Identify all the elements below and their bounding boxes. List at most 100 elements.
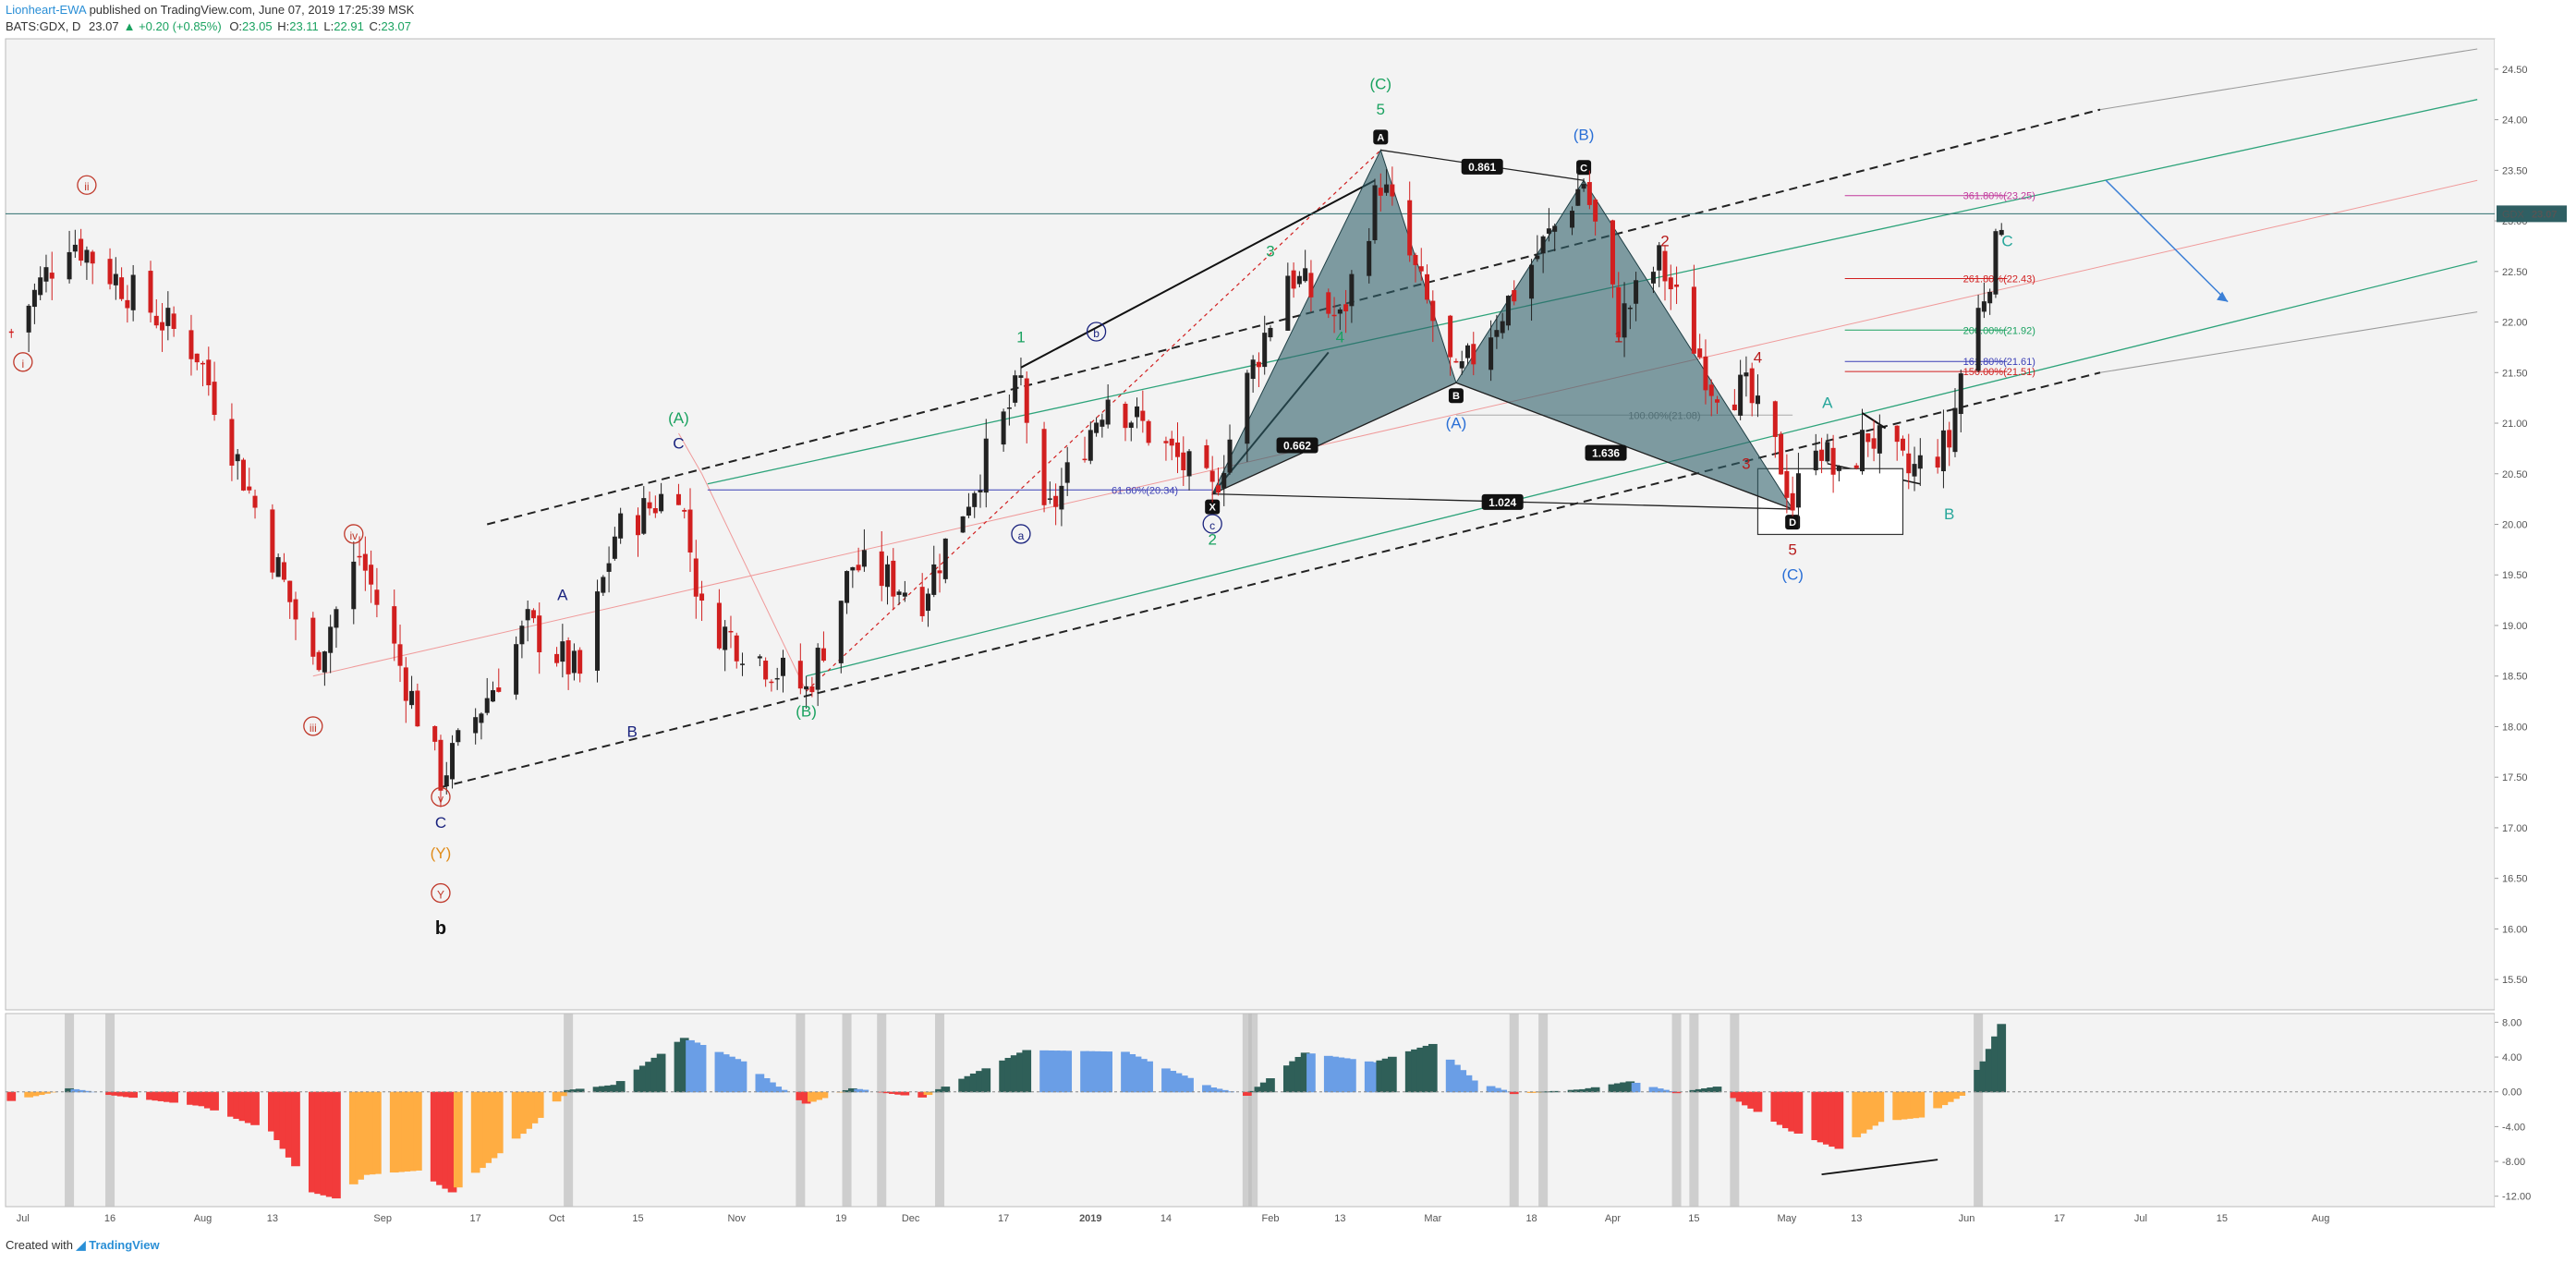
candle-body[interactable] [525,609,530,621]
candle-body[interactable] [374,589,380,605]
candle-body[interactable] [885,564,891,588]
candle-body[interactable] [1418,266,1424,272]
candle-body[interactable] [1586,182,1592,205]
candle-body[interactable] [652,508,658,514]
candle-body[interactable] [809,686,815,693]
candle-body[interactable] [856,565,861,571]
candle-body[interactable] [43,267,49,282]
candle-body[interactable] [1790,492,1795,511]
candle-body[interactable] [723,626,728,650]
candle-body[interactable] [1262,333,1268,368]
candle-body[interactable] [415,690,420,727]
candle-body[interactable] [490,690,495,702]
candle-body[interactable] [972,492,978,507]
candle-body[interactable] [334,609,339,628]
candle-body[interactable] [125,299,130,309]
candle-body[interactable] [8,331,14,334]
candle-body[interactable] [1708,384,1714,396]
candle-body[interactable] [1459,360,1464,369]
candle-body[interactable] [728,630,734,633]
candle-body[interactable] [1865,433,1871,443]
candle-body[interactable] [1871,438,1877,449]
candle-body[interactable] [820,648,826,662]
candle-body[interactable] [1064,462,1070,483]
candle-body[interactable] [1813,450,1818,471]
candle-body[interactable] [456,730,461,743]
candle-body[interactable] [1123,403,1128,429]
candle-body[interactable] [1372,185,1378,241]
candle-body[interactable] [1221,473,1227,489]
candle-body[interactable] [1546,228,1551,234]
candle-body[interactable] [1975,308,1981,371]
candle-body[interactable] [1082,458,1088,461]
candle-body[interactable] [1181,452,1186,471]
candle-body[interactable] [514,644,519,695]
candle-body[interactable] [699,593,705,601]
candle-body[interactable] [1634,280,1639,304]
candle-body[interactable] [716,602,722,649]
candle-body[interactable] [1999,229,2004,236]
candle-body[interactable] [1540,236,1546,254]
symbol-label[interactable]: BATS:GDX, D [6,19,81,33]
candle-body[interactable] [635,515,640,536]
candle-body[interactable] [1952,407,1958,453]
candle-body[interactable] [473,717,479,734]
candle-body[interactable] [1245,372,1250,444]
candle-body[interactable] [1349,273,1355,307]
candle-body[interactable] [595,591,601,671]
candle-body[interactable] [1987,291,1993,304]
candle-body[interactable] [804,686,809,690]
candle-body[interactable] [682,509,687,512]
candle-body[interactable] [1657,245,1662,271]
candle-body[interactable] [1331,314,1337,317]
candle-body[interactable] [1308,273,1314,298]
candle-body[interactable] [240,459,246,491]
candle-body[interactable] [1018,375,1024,378]
candle-body[interactable] [270,509,275,573]
candle-body[interactable] [1500,321,1505,334]
tradingview-brand[interactable]: TradingView [89,1238,160,1252]
candle-body[interactable] [960,516,966,533]
candle-body[interactable] [1367,240,1372,276]
candle-body[interactable] [1917,455,1923,469]
candle-body[interactable] [1135,406,1140,418]
candle-body[interactable] [774,677,780,680]
candle-body[interactable] [612,536,617,559]
candle-body[interactable] [1146,420,1151,443]
candle-body[interactable] [757,656,762,659]
candle-body[interactable] [1593,200,1598,222]
candle-body[interactable] [153,315,159,326]
candle-body[interactable] [1494,330,1500,337]
candle-body[interactable] [861,550,867,567]
candle-body[interactable] [560,641,565,662]
candle-body[interactable] [1001,411,1006,445]
candle-body[interactable] [171,313,176,329]
candle-body[interactable] [484,698,490,713]
candle-body[interactable] [357,555,362,558]
candle-body[interactable] [130,274,136,310]
candle-body[interactable] [1256,361,1261,368]
candle-body[interactable] [1512,290,1517,302]
candle-body[interactable] [38,277,43,296]
candle-body[interactable] [1471,344,1476,365]
candle-body[interactable] [1784,470,1790,498]
candle-body[interactable] [1529,264,1535,299]
candle-body[interactable] [252,495,258,508]
candle-body[interactable] [1836,467,1841,471]
candle-body[interactable] [403,667,408,701]
candle-body[interactable] [1906,453,1912,474]
candle-body[interactable] [287,580,293,602]
candle-body[interactable] [1772,401,1778,437]
candle-body[interactable] [1053,495,1059,507]
candle-body[interactable] [322,651,327,673]
candle-body[interactable] [1860,430,1865,472]
candle-body[interactable] [983,438,989,493]
candle-body[interactable] [687,509,693,553]
candle-body[interactable] [328,626,334,653]
candle-body[interactable] [1337,309,1343,314]
candle-body[interactable] [1291,270,1296,289]
candle-body[interactable] [647,502,652,509]
candle-body[interactable] [281,562,286,580]
candle-body[interactable] [1958,373,1963,415]
candle-body[interactable] [780,657,785,676]
